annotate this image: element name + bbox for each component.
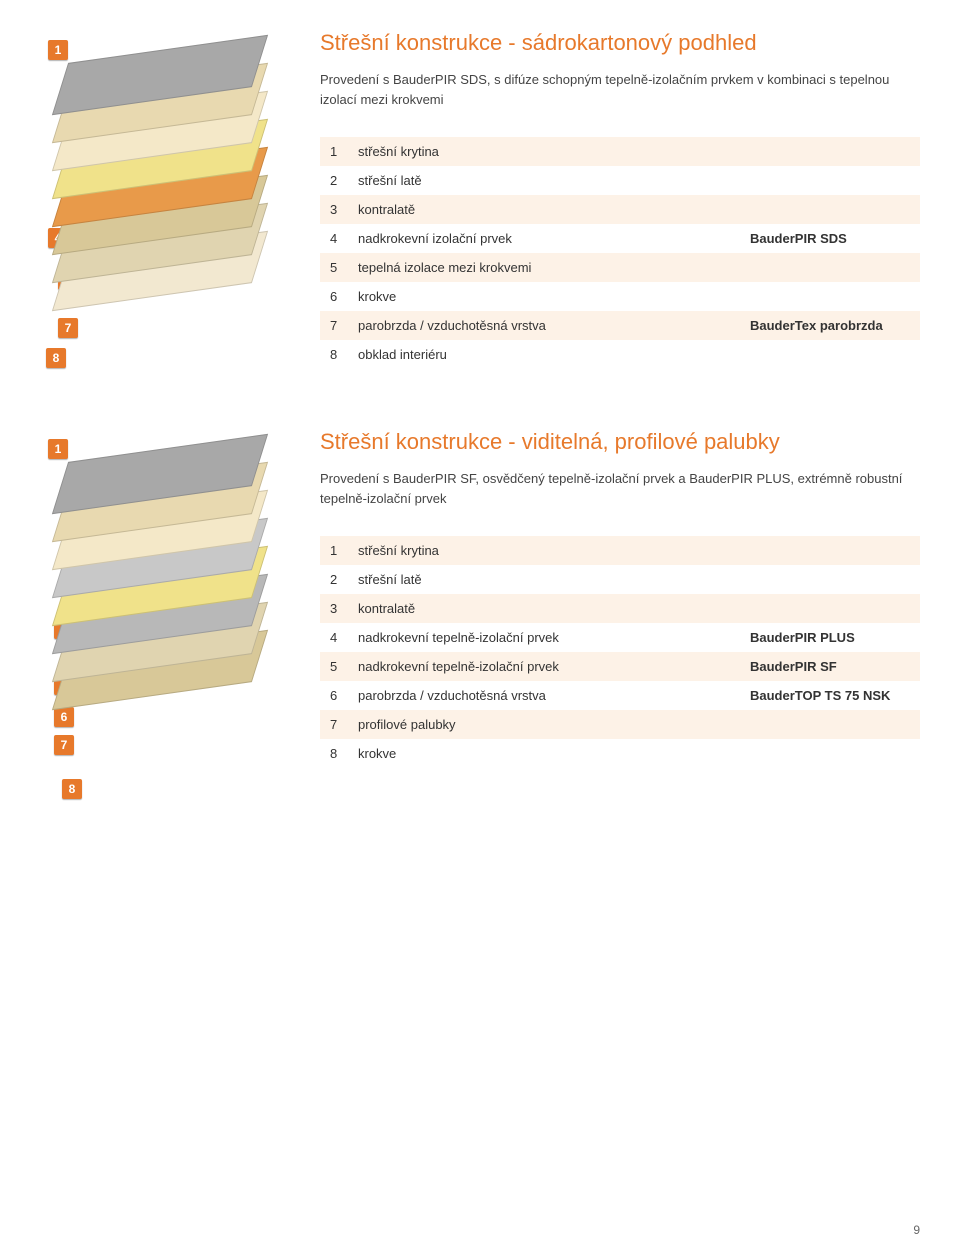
row-desc: střešní latě (348, 166, 740, 195)
row-number: 2 (320, 565, 348, 594)
diagram-col-1: 12345678 (40, 30, 300, 369)
row-product (740, 536, 920, 565)
section-title: Střešní konstrukce - sádrokartonový podh… (320, 30, 920, 56)
row-desc: nadkrokevní tepelně-izolační prvek (348, 623, 740, 652)
table-row: 1střešní krytina (320, 536, 920, 565)
table-row: 2střešní latě (320, 565, 920, 594)
section-subtitle: Provedení s BauderPIR SDS, s difúze scho… (320, 70, 920, 109)
row-number: 6 (320, 681, 348, 710)
row-number: 5 (320, 652, 348, 681)
table-row: 1střešní krytina (320, 137, 920, 166)
row-number: 3 (320, 195, 348, 224)
table-row: 2střešní latě (320, 166, 920, 195)
layers-table-1: 1střešní krytina2střešní latě3kontralatě… (320, 137, 920, 369)
row-number: 2 (320, 166, 348, 195)
row-product: BauderTex parobrzda (740, 311, 920, 340)
content-col-1: Střešní konstrukce - sádrokartonový podh… (300, 30, 920, 369)
row-product (740, 340, 920, 369)
callout-badge: 6 (54, 707, 74, 727)
row-product (740, 565, 920, 594)
callout-badge: 1 (48, 40, 68, 60)
roof-diagram-1: 12345678 (40, 30, 280, 310)
row-desc: kontralatě (348, 195, 740, 224)
row-desc: nadkrokevní tepelně-izolační prvek (348, 652, 740, 681)
page-number: 9 (913, 1223, 920, 1237)
table-row: 5tepelná izolace mezi krokvemi (320, 253, 920, 282)
row-desc: obklad interiéru (348, 340, 740, 369)
row-number: 1 (320, 137, 348, 166)
row-product: BauderPIR PLUS (740, 623, 920, 652)
row-product: BauderTOP TS 75 NSK (740, 681, 920, 710)
roof-diagram-2: 12345678 (40, 429, 280, 709)
table-row: 4nadkrokevní izolační prvekBauderPIR SDS (320, 224, 920, 253)
callout-badge: 8 (46, 348, 66, 368)
table-row: 3kontralatě (320, 195, 920, 224)
row-desc: profilové palubky (348, 710, 740, 739)
row-product (740, 594, 920, 623)
section-2: 12345678 Střešní konstrukce - viditelná,… (40, 429, 920, 768)
row-desc: parobrzda / vzduchotěsná vrstva (348, 311, 740, 340)
row-desc: střešní latě (348, 565, 740, 594)
row-product (740, 710, 920, 739)
row-desc: střešní krytina (348, 137, 740, 166)
row-number: 5 (320, 253, 348, 282)
table-row: 6parobrzda / vzduchotěsná vrstvaBauderTO… (320, 681, 920, 710)
table-row: 5nadkrokevní tepelně-izolační prvekBaude… (320, 652, 920, 681)
callout-badge: 8 (62, 779, 82, 799)
table-row: 7parobrzda / vzduchotěsná vrstvaBauderTe… (320, 311, 920, 340)
layer-stack (60, 50, 260, 290)
row-desc: kontralatě (348, 594, 740, 623)
layers-table-2: 1střešní krytina2střešní latě3kontralatě… (320, 536, 920, 768)
row-number: 8 (320, 739, 348, 768)
table-row: 8obklad interiéru (320, 340, 920, 369)
layer-stack (60, 449, 260, 689)
table-row: 6krokve (320, 282, 920, 311)
row-number: 4 (320, 623, 348, 652)
table-row: 3kontralatě (320, 594, 920, 623)
row-number: 3 (320, 594, 348, 623)
row-desc: krokve (348, 282, 740, 311)
table-row: 7profilové palubky (320, 710, 920, 739)
callout-badge: 1 (48, 439, 68, 459)
row-desc: nadkrokevní izolační prvek (348, 224, 740, 253)
row-product: BauderPIR SF (740, 652, 920, 681)
row-number: 7 (320, 311, 348, 340)
table-row: 4nadkrokevní tepelně-izolační prvekBaude… (320, 623, 920, 652)
row-number: 4 (320, 224, 348, 253)
row-product (740, 739, 920, 768)
content-col-2: Střešní konstrukce - viditelná, profilov… (300, 429, 920, 768)
row-desc: střešní krytina (348, 536, 740, 565)
callout-badge: 7 (54, 735, 74, 755)
callout-badge: 7 (58, 318, 78, 338)
row-product (740, 166, 920, 195)
table-row: 8krokve (320, 739, 920, 768)
row-desc: tepelná izolace mezi krokvemi (348, 253, 740, 282)
row-number: 7 (320, 710, 348, 739)
section-title: Střešní konstrukce - viditelná, profilov… (320, 429, 920, 455)
row-product (740, 253, 920, 282)
row-number: 6 (320, 282, 348, 311)
section-1: 12345678 Střešní konstrukce - sádrokarto… (40, 30, 920, 369)
row-product (740, 195, 920, 224)
row-product (740, 282, 920, 311)
row-product: BauderPIR SDS (740, 224, 920, 253)
row-product (740, 137, 920, 166)
row-desc: parobrzda / vzduchotěsná vrstva (348, 681, 740, 710)
row-number: 1 (320, 536, 348, 565)
section-subtitle: Provedení s BauderPIR SF, osvědčený tepe… (320, 469, 920, 508)
row-number: 8 (320, 340, 348, 369)
row-desc: krokve (348, 739, 740, 768)
diagram-col-2: 12345678 (40, 429, 300, 768)
